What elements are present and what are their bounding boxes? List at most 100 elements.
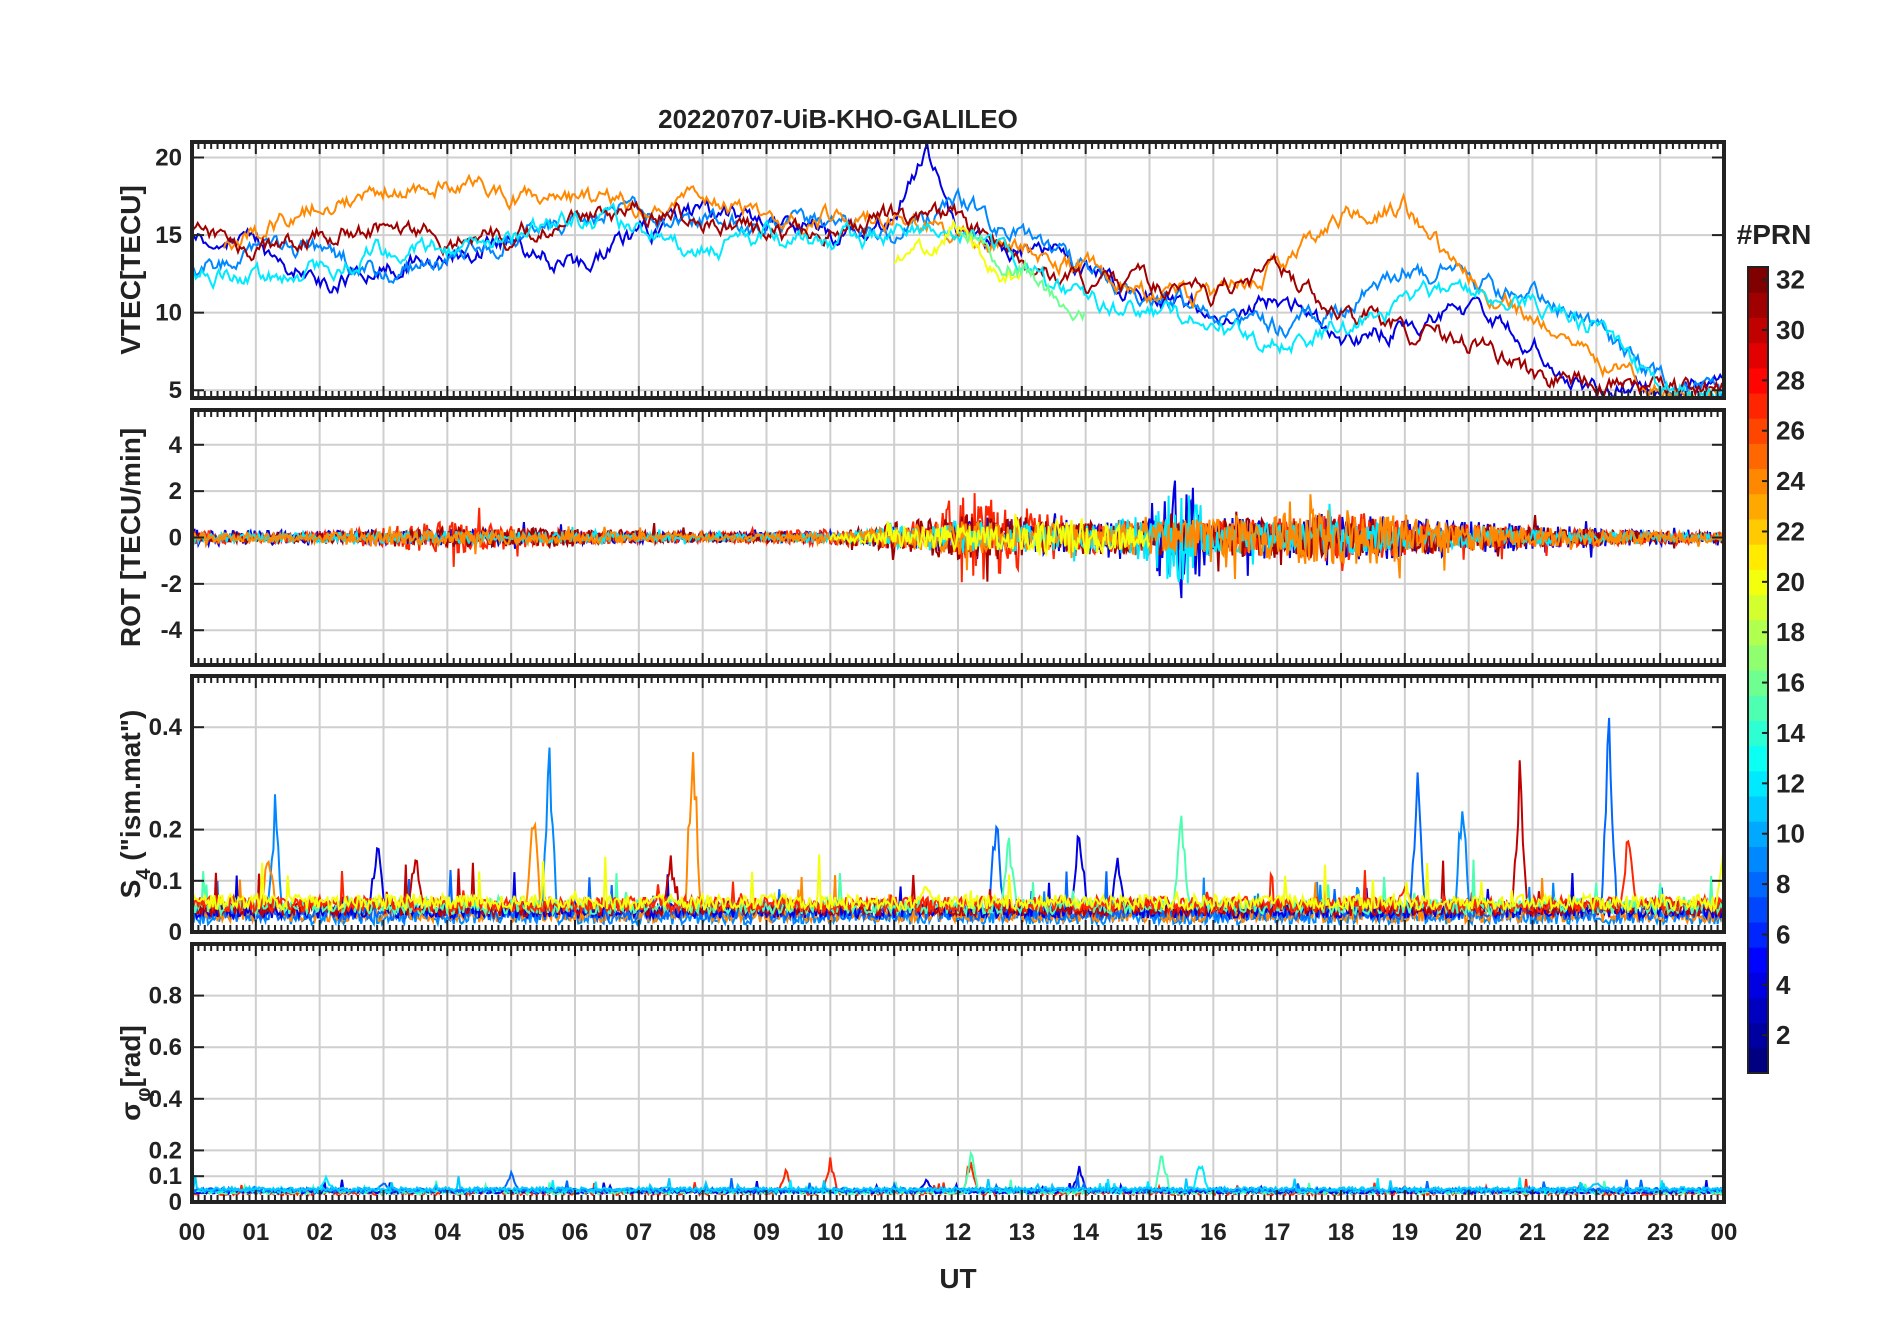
colorbar-segment xyxy=(1748,367,1768,394)
y-tick-label: 15 xyxy=(155,222,182,249)
colorbar-segment xyxy=(1748,1047,1768,1074)
colorbar-label: #PRN xyxy=(1737,219,1812,250)
colorbar-segment xyxy=(1748,317,1768,344)
y-tick-label: 0.4 xyxy=(149,714,183,741)
colorbar-segment xyxy=(1748,972,1768,999)
colorbar-segment xyxy=(1748,594,1768,621)
colorbar-segment xyxy=(1748,670,1768,696)
colorbar-segment xyxy=(1748,267,1768,293)
data-rot xyxy=(192,480,1724,599)
y-tick-label: 5 xyxy=(169,377,182,404)
series-line-prn-20 xyxy=(192,837,1724,914)
series-line-prn-31 xyxy=(192,199,1724,398)
colorbar-tick-label: 8 xyxy=(1776,869,1790,899)
colorbar-tick-label: 24 xyxy=(1776,466,1805,496)
colorbar-segment xyxy=(1748,846,1768,873)
x-tick-label: 13 xyxy=(1008,1219,1035,1246)
colorbar-tick-label: 16 xyxy=(1776,668,1805,698)
x-tick-label: 15 xyxy=(1136,1219,1163,1246)
colorbar-segment xyxy=(1748,418,1768,444)
y-tick-label: 0.8 xyxy=(149,983,182,1010)
colorbar-tick-label: 4 xyxy=(1776,970,1791,1000)
colorbar-tick-label: 18 xyxy=(1776,617,1805,647)
data-s4 xyxy=(192,717,1724,928)
colorbar-tick-label: 30 xyxy=(1776,315,1805,345)
colorbar-segment xyxy=(1748,644,1768,671)
x-tick-label: 16 xyxy=(1200,1219,1227,1246)
x-tick-label: 06 xyxy=(562,1219,589,1246)
colorbar-segment xyxy=(1748,292,1768,318)
colorbar-segment xyxy=(1748,821,1768,847)
colorbar-tick-label: 10 xyxy=(1776,819,1805,849)
colorbar-tick-label: 6 xyxy=(1776,919,1790,949)
y-axis-label: S4 ("ism.mat") xyxy=(115,710,155,899)
y-tick-label: 2 xyxy=(169,478,182,505)
y-tick-label: 0.2 xyxy=(149,1137,182,1164)
chart-title: 20220707-UiB-KHO-GALILEO xyxy=(658,104,1018,134)
y-tick-label: 4 xyxy=(169,432,183,459)
colorbar-segment xyxy=(1748,695,1768,721)
colorbar-segment xyxy=(1748,770,1768,797)
colorbar-segment xyxy=(1748,493,1768,520)
series-line-prn-15 xyxy=(192,815,1724,918)
colorbar-segment xyxy=(1748,569,1768,596)
colorbar-segment xyxy=(1748,720,1768,747)
y-tick-label: 0.6 xyxy=(149,1034,182,1061)
colorbar-segment xyxy=(1748,544,1768,570)
x-tick-label: 02 xyxy=(306,1219,333,1246)
colorbar-tick-label: 14 xyxy=(1776,718,1805,748)
y-tick-label: 0.1 xyxy=(149,1163,182,1190)
grid-vtec xyxy=(191,142,1725,398)
y-axis-label: σφ[rad] xyxy=(115,1025,155,1121)
x-tick-label: 03 xyxy=(370,1219,397,1246)
x-axis-label: UT xyxy=(939,1263,976,1294)
axes-frame xyxy=(190,408,1726,667)
y-tick-label: 20 xyxy=(155,145,182,172)
colorbar-tick-label: 20 xyxy=(1776,567,1805,597)
series-line-prn-12 xyxy=(192,202,1723,398)
y-tick-label: 0 xyxy=(169,1189,182,1216)
y-axis-label: ROT [TECU/min] xyxy=(115,428,146,647)
x-tick-label: 10 xyxy=(817,1219,844,1246)
x-tick-label: 21 xyxy=(1519,1219,1546,1246)
x-tick-label: 20 xyxy=(1455,1219,1482,1246)
colorbar-tick-label: 28 xyxy=(1776,365,1805,395)
panel-sigma: 00.10.2 0.4 0.6 0.8 σφ[rad] xyxy=(115,942,1726,1216)
y-tick-label: 0.1 xyxy=(149,868,182,895)
colorbar-tick-label: 26 xyxy=(1776,416,1805,446)
x-tick-label: 01 xyxy=(242,1219,269,1246)
x-axis: 00 01 02 03 04 05 06 07 08 09 10 11 12 13 14 15 16 17 18 19… xyxy=(179,1219,1738,1246)
colorbar-segment xyxy=(1748,443,1768,470)
x-tick-label: 14 xyxy=(1072,1219,1099,1246)
axes-frame xyxy=(190,140,1726,400)
grid-sigma xyxy=(191,944,1725,1203)
y-axis-label-subscript: φ xyxy=(133,1087,155,1101)
colorbar-segment xyxy=(1748,468,1768,495)
colorbar-tick-label: 12 xyxy=(1776,768,1805,798)
colorbar-segment xyxy=(1748,921,1768,948)
series-line-prn-20 xyxy=(893,218,1022,285)
colorbar-segment xyxy=(1748,619,1768,646)
colorbar-segment xyxy=(1748,518,1768,545)
colorbar-tick-label: 22 xyxy=(1776,516,1805,546)
x-tick-label: 05 xyxy=(498,1219,525,1246)
x-tick-label: 12 xyxy=(945,1219,972,1246)
colorbar-tick-label: 2 xyxy=(1776,1020,1790,1050)
x-tick-label: 22 xyxy=(1583,1219,1610,1246)
y-axis-label-rest: ("ism.mat") xyxy=(115,710,146,869)
y-tick-label: -2 xyxy=(161,571,182,598)
colorbar-segment xyxy=(1748,1022,1768,1049)
x-tick-label: 00 xyxy=(1711,1219,1738,1246)
colorbar-segment xyxy=(1748,947,1768,973)
colorbar-segment xyxy=(1748,795,1768,822)
colorbar-segment xyxy=(1748,392,1768,419)
x-tick-label: 09 xyxy=(753,1219,780,1246)
y-axis-label-subscript: 4 xyxy=(133,868,155,880)
colorbar-segment xyxy=(1748,871,1768,898)
y-tick-label: 10 xyxy=(155,300,182,327)
colorbar-segment xyxy=(1748,997,1768,1024)
panel-vtec: 5 10 15 20 VTEC[TECU] xyxy=(115,140,1726,404)
y-axis-label-main: S xyxy=(115,880,146,899)
axes-frame xyxy=(190,674,1726,934)
colorbar-segment xyxy=(1748,896,1768,923)
